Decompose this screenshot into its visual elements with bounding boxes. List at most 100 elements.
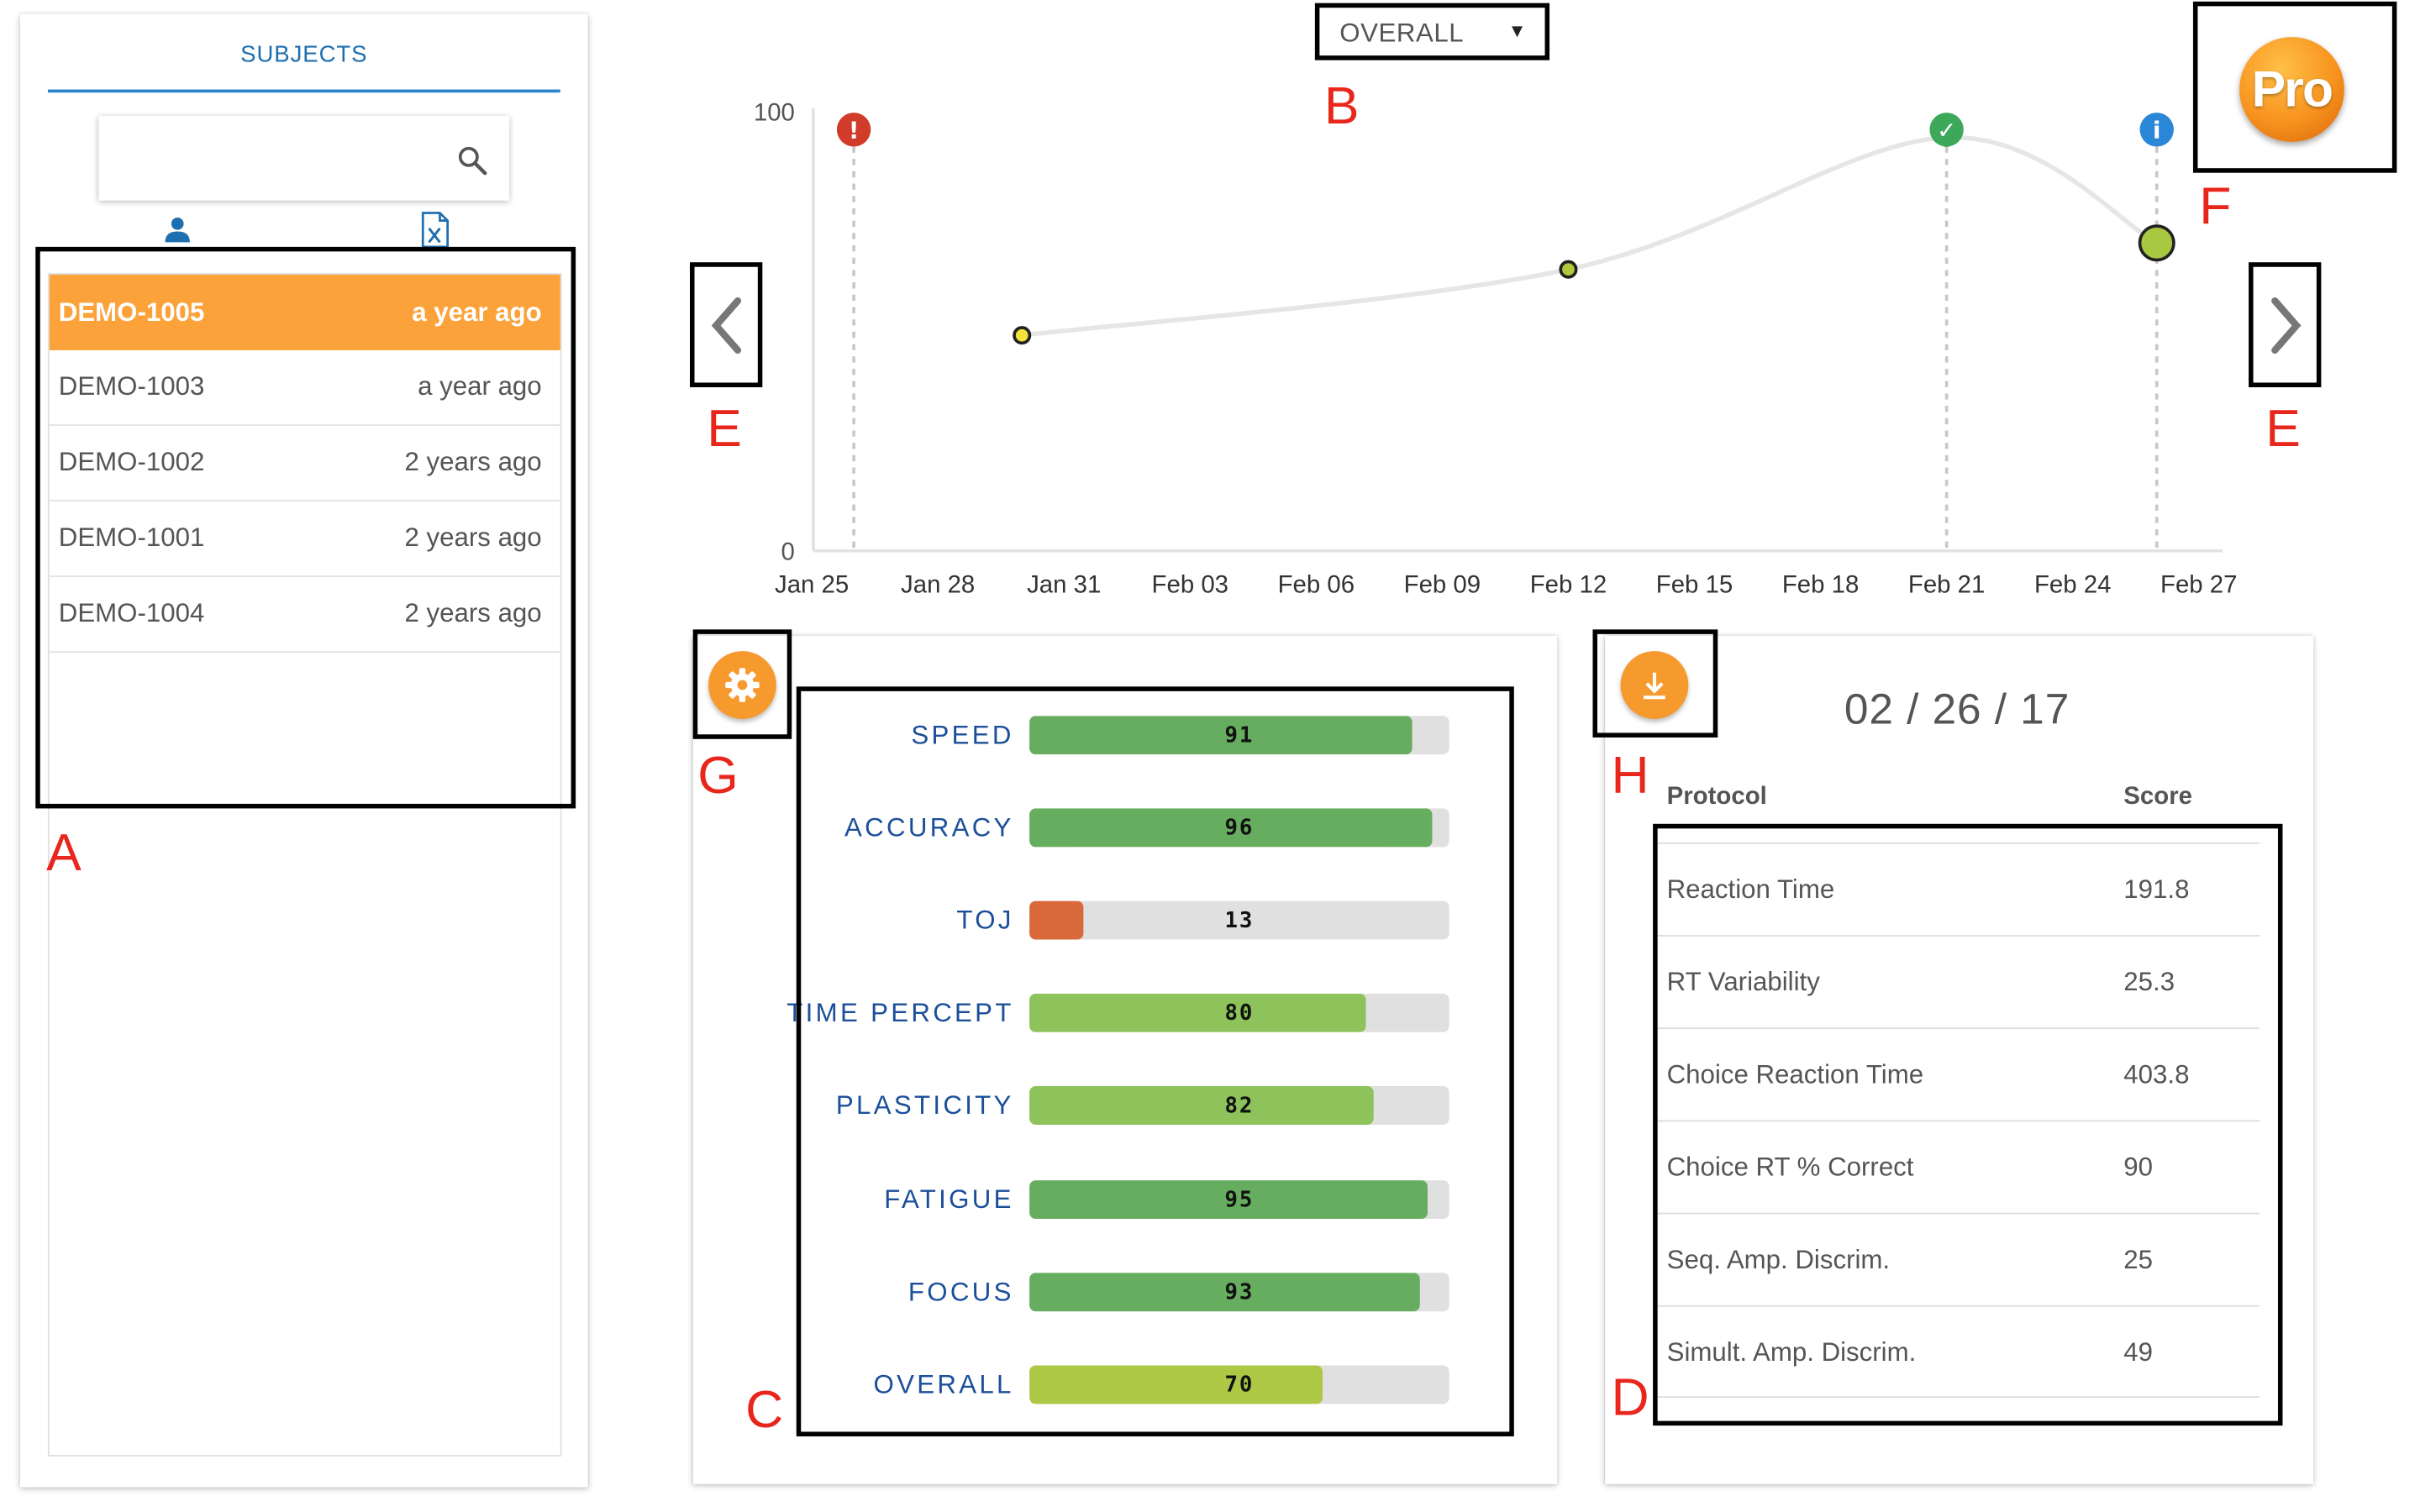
subject-last-seen: a year ago (418, 371, 542, 402)
alert-marker-circle (836, 113, 871, 147)
domain-score-row[interactable]: OVERALL 70 (693, 1364, 1558, 1405)
subject-id: DEMO-1004 (58, 598, 205, 628)
spreadsheet-file-icon[interactable] (418, 212, 452, 249)
score-bar-track: 82 (1029, 1086, 1449, 1126)
x-tick-label: Feb 15 (1656, 570, 1733, 598)
next-arrow-button[interactable] (2249, 262, 2322, 388)
protocol-score: 25 (2123, 1245, 2154, 1275)
table-row: Choice Reaction Time 403.8 (1657, 1027, 2260, 1120)
download-button[interactable] (1620, 651, 1689, 719)
subjects-tab[interactable]: SUBJECTS (240, 41, 368, 68)
annotation-letter-e-right: E (2265, 399, 2301, 459)
domain-score-row[interactable]: FOCUS 93 (693, 1272, 1558, 1313)
table-row: Choice RT % Correct 90 (1657, 1120, 2260, 1212)
score-bar-track: 80 (1029, 994, 1449, 1033)
subject-row[interactable]: DEMO-1001 2 years ago (49, 501, 560, 577)
protocol-score: 25.3 (2123, 967, 2175, 997)
score-bar-value: 70 (1224, 1373, 1255, 1398)
score-bar-fill (1029, 716, 1412, 755)
table-row: Simult. Amp. Discrim. 49 (1657, 1305, 2260, 1399)
annotation-letter-h: H (1611, 746, 1649, 806)
subject-id: DEMO-1005 (58, 297, 205, 327)
subjects-panel: SUBJECTS DEMO-1005 a year ago DEMO-1003 a y… (19, 13, 588, 1488)
protocol-name: Choice Reaction Time (1666, 1059, 1924, 1089)
protocol-score: 403.8 (2123, 1059, 2190, 1089)
x-tick-label: Jan 31 (1027, 570, 1101, 598)
score-bar-fill (1029, 994, 1365, 1033)
subject-row[interactable]: DEMO-1003 a year ago (49, 350, 560, 426)
score-bar-fill (1029, 1086, 1374, 1126)
domain-score-row[interactable]: PLASTICITY 82 (693, 1086, 1558, 1127)
score-bar-fill (1029, 1364, 1323, 1404)
score-bar-track: 93 (1029, 1272, 1449, 1311)
subject-row[interactable]: DEMO-1002 2 years ago (49, 426, 560, 501)
protocol-score: 49 (2123, 1337, 2154, 1368)
previous-arrow-button[interactable] (690, 262, 763, 388)
success-marker-icon: ✓ (1929, 113, 1964, 147)
subject-id: DEMO-1001 (58, 522, 205, 553)
data-point (1013, 326, 1032, 345)
gear-icon (725, 668, 760, 702)
metric-select[interactable]: OVERALL ▼ (1314, 3, 1550, 60)
subject-row[interactable]: DEMO-1004 2 years ago (49, 577, 560, 653)
domain-score-row[interactable]: ACCURACY 96 (693, 808, 1558, 849)
score-bar-fill (1029, 900, 1085, 940)
subject-id: DEMO-1002 (58, 447, 205, 477)
subject-list: DEMO-1005 a year ago DEMO-1003 a year ago DE… (47, 273, 562, 1457)
score-bar-value: 93 (1224, 1279, 1255, 1305)
session-date: 02 / 26 / 17 (1844, 685, 2070, 733)
table-row: Reaction Time 191.8 (1657, 842, 2260, 935)
subject-last-seen: 2 years ago (404, 522, 542, 553)
alert-marker-symbol: ! (849, 117, 860, 144)
x-tick-label: Jan 25 (775, 570, 849, 598)
domain-label: PLASTICITY (835, 1091, 1014, 1121)
search-input[interactable] (98, 115, 510, 201)
protocol-name: Seq. Amp. Discrim. (1666, 1245, 1891, 1275)
success-marker-symbol: ✓ (1937, 117, 1956, 144)
score-bar-value: 96 (1224, 816, 1255, 842)
annotation-letter-d: D (1611, 1368, 1649, 1427)
domain-score-row[interactable]: TOJ 13 (693, 900, 1558, 942)
domain-score-row[interactable]: FATIGUE 95 (693, 1179, 1558, 1220)
domain-label: FATIGUE (884, 1184, 1014, 1214)
score-bar-value: 82 (1224, 1094, 1255, 1120)
alert-marker-icon: ! (836, 113, 871, 147)
domain-scores-card: SPEED 91 ACCURACY 96 TOJ 13 TIME PERCEPT 80 PLAS… (692, 635, 1558, 1484)
person-icon[interactable] (162, 214, 193, 245)
trend-line (1021, 134, 2158, 338)
x-tick-label: Feb 18 (1782, 570, 1859, 598)
protocol-scores-card: 02 / 26 / 17 Protocol Score Reaction Tim… (1605, 635, 2314, 1484)
protocol-name: RT Variability (1666, 967, 1820, 997)
dropdown-caret-icon: ▼ (1507, 19, 1527, 42)
annotation-letter-a: A (46, 823, 82, 883)
annotation-letter-c: C (745, 1380, 784, 1440)
protocol-name: Simult. Amp. Discrim. (1666, 1337, 1917, 1368)
x-tick-label: Feb 27 (2160, 570, 2237, 598)
settings-button[interactable] (708, 651, 776, 719)
x-tick-label: Feb 12 (1530, 570, 1607, 598)
search-icon[interactable] (455, 144, 489, 177)
score-bar-track: 70 (1029, 1364, 1449, 1404)
domain-score-row[interactable]: TIME PERCEPT 80 (693, 994, 1558, 1034)
subject-last-seen: 2 years ago (404, 598, 542, 628)
overall-trend-chart: 0 100 Jan 25 Jan 28 Jan 31 Feb 03 Feb 06 Feb 09… (754, 98, 2238, 598)
score-bar-track: 91 (1029, 716, 1449, 755)
score-bar-fill (1029, 1179, 1428, 1219)
subject-row[interactable]: DEMO-1005 a year ago (49, 274, 560, 350)
score-bar-track: 95 (1029, 1179, 1449, 1219)
pro-badge[interactable]: Pro (2239, 37, 2344, 142)
protocol-column-header: Protocol (1666, 784, 1767, 811)
download-icon (1644, 672, 1665, 700)
domain-label: ACCURACY (844, 813, 1014, 843)
score-bar-value: 91 (1224, 723, 1255, 748)
domain-score-row[interactable]: SPEED 91 (693, 716, 1558, 756)
x-tick-label: Feb 24 (2034, 570, 2111, 598)
score-column-header: Score (2123, 784, 2192, 811)
x-tick-label: Feb 09 (1404, 570, 1481, 598)
data-point (2138, 224, 2175, 262)
info-marker-icon: i (2139, 113, 2174, 147)
annotation-letter-f: F (2199, 177, 2232, 237)
x-tick-label: Feb 21 (1908, 570, 1985, 598)
table-row: Seq. Amp. Discrim. 25 (1657, 1212, 2260, 1305)
info-marker-symbol: i (2153, 117, 2160, 144)
